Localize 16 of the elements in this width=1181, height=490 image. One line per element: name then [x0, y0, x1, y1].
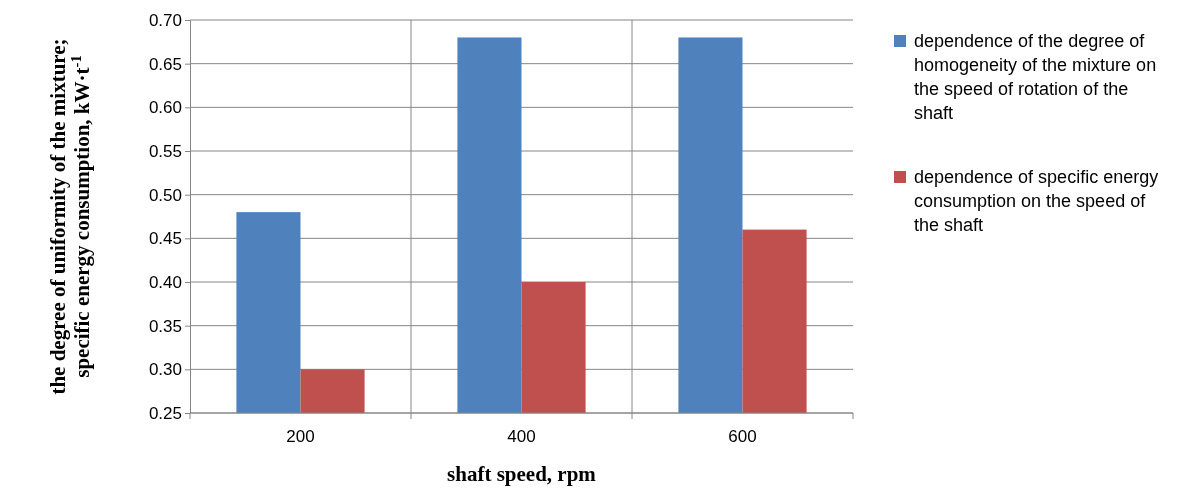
y-tick-label: 0.25: [148, 403, 182, 423]
legend-label: dependence of the degree of homogeneity of the mixture on the speed of rotation of the shaft: [914, 31, 1157, 123]
y-tick-label: 0.40: [148, 272, 182, 292]
y-tick-label: 0.30: [148, 360, 182, 380]
y-tick-label: 0.65: [148, 54, 182, 74]
y-tick-label: 0.50: [148, 185, 182, 205]
y-tick-label: 0.45: [148, 229, 182, 249]
x-tick-label: 400: [507, 427, 536, 446]
x-tick-label: 600: [728, 427, 757, 446]
y-tick-label: 0.70: [148, 10, 182, 30]
y-tick-label: 0.55: [148, 141, 182, 161]
x-tick-label: 200: [286, 427, 315, 446]
y-tick-label: 0.35: [148, 316, 182, 336]
y-tick-label: 0.60: [148, 98, 182, 118]
legend-label: dependence of specific energy consumption on the speed of the shaft: [914, 167, 1159, 235]
x-axis-title: shaft speed, rpm: [447, 462, 597, 486]
